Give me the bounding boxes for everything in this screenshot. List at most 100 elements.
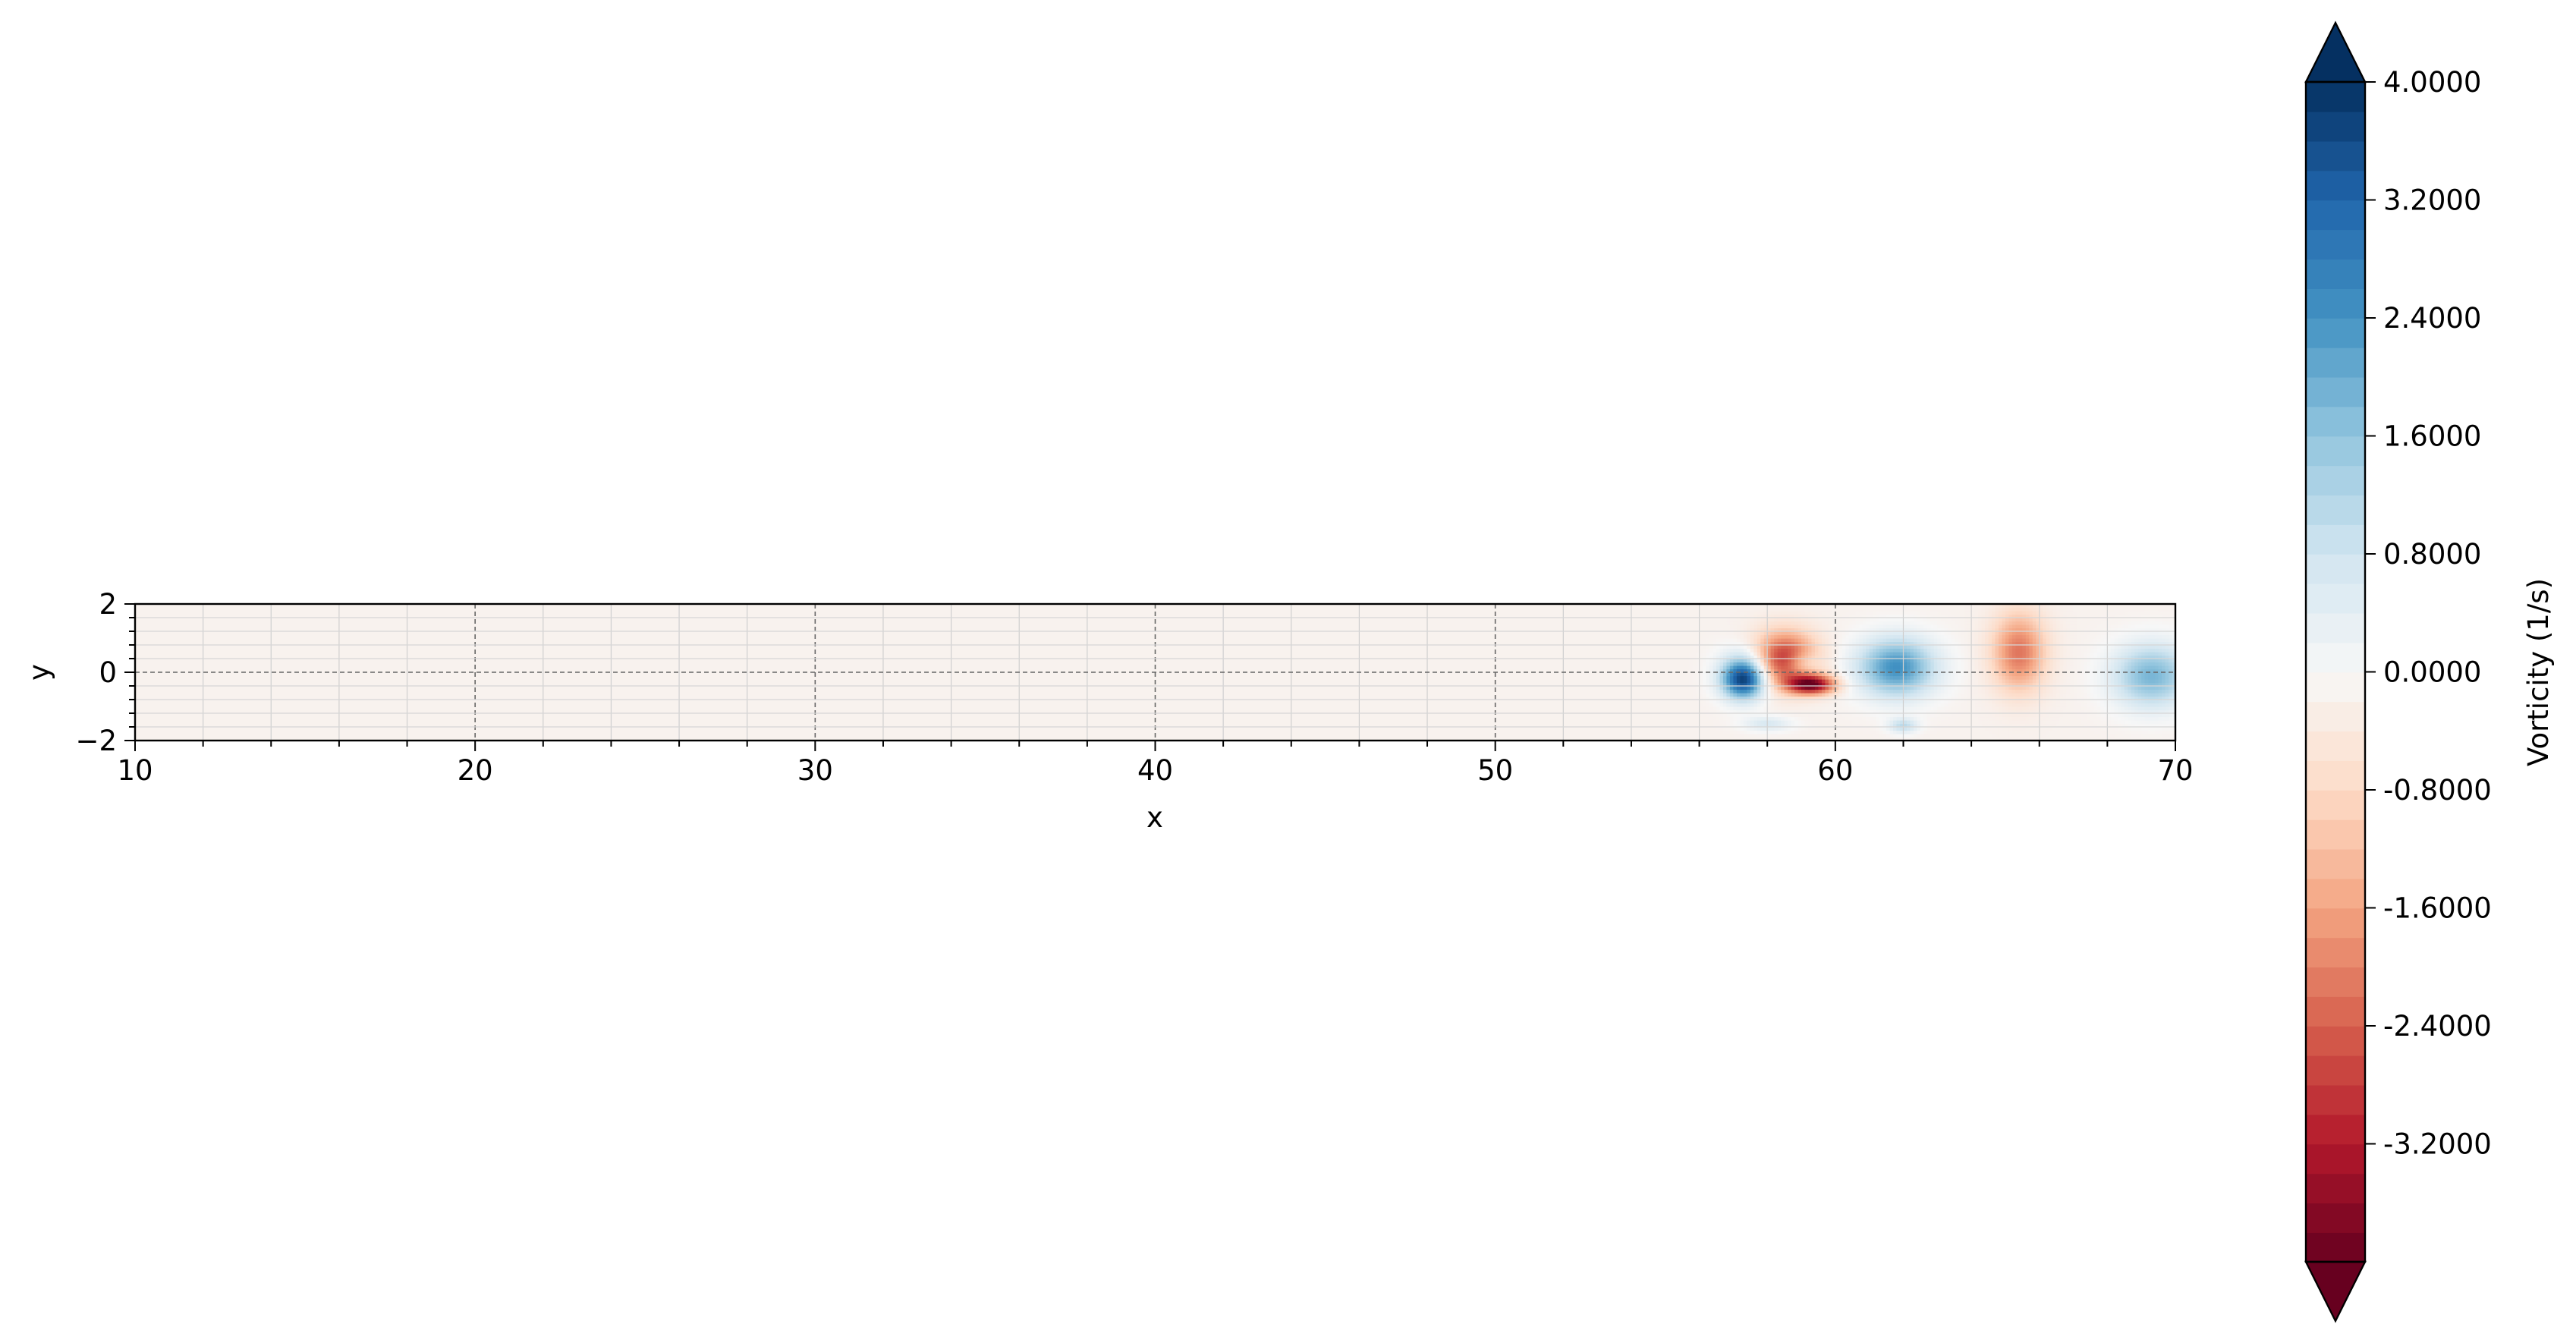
heatmap-cell bbox=[760, 737, 765, 741]
heatmap-cell bbox=[1485, 713, 1489, 718]
heatmap-cell bbox=[1223, 737, 1228, 741]
heatmap-cell bbox=[505, 709, 510, 714]
heatmap-cell bbox=[995, 734, 999, 738]
heatmap-cell bbox=[1961, 713, 1965, 718]
heatmap-cell bbox=[634, 720, 639, 725]
heatmap-cell bbox=[1838, 734, 1843, 738]
heatmap-cell bbox=[1077, 713, 1081, 718]
heatmap-cell bbox=[570, 723, 574, 728]
heatmap-cell bbox=[1451, 713, 1455, 718]
heatmap-cell bbox=[233, 720, 238, 725]
heatmap-cell bbox=[1546, 730, 1550, 734]
heatmap-cell bbox=[1886, 723, 1891, 728]
heatmap-cell bbox=[1216, 730, 1221, 734]
heatmap-cell bbox=[1869, 737, 1873, 741]
heatmap-cell bbox=[553, 730, 558, 734]
heatmap-cell bbox=[1219, 723, 1224, 728]
heatmap-cell bbox=[1838, 730, 1843, 734]
heatmap-cell bbox=[930, 730, 935, 734]
heatmap-cell bbox=[2059, 720, 2064, 725]
heatmap-cell bbox=[590, 709, 595, 714]
heatmap-cell bbox=[2165, 713, 2169, 718]
heatmap-cell bbox=[832, 713, 836, 718]
heatmap-cell bbox=[1964, 720, 1969, 725]
heatmap-cell bbox=[1376, 730, 1380, 734]
heatmap-cell bbox=[1332, 713, 1336, 718]
heatmap-cell bbox=[955, 734, 959, 738]
heatmap-cell bbox=[379, 713, 384, 718]
heatmap-cell bbox=[240, 730, 245, 734]
heatmap-cell bbox=[981, 734, 986, 738]
heatmap-cell bbox=[934, 730, 939, 734]
heatmap-cell bbox=[444, 723, 448, 728]
heatmap-cell bbox=[1499, 723, 1503, 728]
heatmap-cell bbox=[1696, 730, 1700, 734]
heatmap-cell bbox=[1471, 723, 1476, 728]
heatmap-cell bbox=[1675, 720, 1680, 725]
heatmap-cell bbox=[689, 737, 694, 741]
heatmap-cell bbox=[2022, 737, 2027, 741]
heatmap-cell bbox=[2046, 730, 2050, 734]
heatmap-cell bbox=[1754, 723, 1758, 728]
heatmap-cell bbox=[2046, 716, 2050, 721]
heatmap-cell bbox=[1104, 720, 1109, 725]
heatmap-cell bbox=[1624, 727, 1629, 731]
heatmap-cell bbox=[1437, 737, 1442, 741]
heatmap-cell bbox=[1743, 727, 1747, 731]
heatmap-cell bbox=[454, 730, 459, 734]
heatmap-cell bbox=[1447, 723, 1452, 728]
heatmap-cell bbox=[1185, 737, 1190, 741]
heatmap-cell bbox=[696, 723, 700, 728]
heatmap-cell bbox=[448, 720, 452, 725]
heatmap-cell bbox=[675, 730, 680, 734]
heatmap-cell bbox=[349, 716, 354, 721]
heatmap-cell bbox=[1155, 723, 1159, 728]
heatmap-cell bbox=[1665, 720, 1669, 725]
heatmap-cell bbox=[1814, 730, 1820, 734]
heatmap-cell bbox=[1012, 727, 1017, 731]
heatmap-cell bbox=[338, 730, 343, 734]
heatmap-cell bbox=[1508, 720, 1513, 725]
heatmap-cell bbox=[1495, 727, 1499, 731]
heatmap-cell bbox=[1107, 734, 1112, 738]
heatmap-cell bbox=[1053, 716, 1058, 721]
heatmap-cell bbox=[1335, 720, 1340, 725]
heatmap-cell bbox=[1879, 716, 1884, 721]
heatmap-cell bbox=[1536, 734, 1540, 738]
heatmap-cell bbox=[1566, 727, 1571, 731]
heatmap-cell bbox=[390, 713, 395, 718]
heatmap-cell bbox=[1577, 727, 1581, 731]
heatmap-cell bbox=[386, 737, 391, 741]
heatmap-cell bbox=[2093, 723, 2098, 728]
heatmap-cell bbox=[574, 713, 578, 718]
heatmap-cell bbox=[638, 737, 643, 741]
heatmap-cell bbox=[873, 713, 877, 718]
heatmap-cell bbox=[2090, 713, 2095, 718]
heatmap-cell bbox=[1794, 713, 1799, 718]
heatmap-cell bbox=[1233, 734, 1238, 738]
heatmap-cell bbox=[240, 723, 245, 728]
heatmap-cell bbox=[753, 727, 758, 731]
heatmap-cell bbox=[771, 720, 775, 725]
heatmap-cell bbox=[1471, 734, 1476, 738]
heatmap-cell bbox=[1821, 720, 1826, 725]
heatmap-cell bbox=[1451, 737, 1455, 741]
heatmap-cell bbox=[1961, 720, 1965, 725]
heatmap-cell bbox=[1971, 737, 1976, 741]
heatmap-cell bbox=[1182, 734, 1187, 738]
heatmap-cell bbox=[689, 723, 694, 728]
heatmap-cell bbox=[2141, 730, 2146, 734]
heatmap-cell bbox=[492, 734, 496, 738]
heatmap-cell bbox=[1049, 723, 1054, 728]
heatmap-cell bbox=[1206, 730, 1210, 734]
heatmap-cell bbox=[1492, 727, 1496, 731]
heatmap-cell bbox=[526, 713, 530, 718]
heatmap-cell bbox=[1107, 720, 1112, 725]
heatmap-cell bbox=[1967, 734, 1972, 738]
heatmap-cell bbox=[699, 716, 704, 721]
heatmap-cell bbox=[1359, 737, 1363, 741]
heatmap-cell bbox=[1359, 730, 1363, 734]
heatmap-cell bbox=[1012, 730, 1017, 734]
heatmap-cell bbox=[1206, 720, 1210, 725]
heatmap-cell bbox=[1580, 723, 1584, 728]
